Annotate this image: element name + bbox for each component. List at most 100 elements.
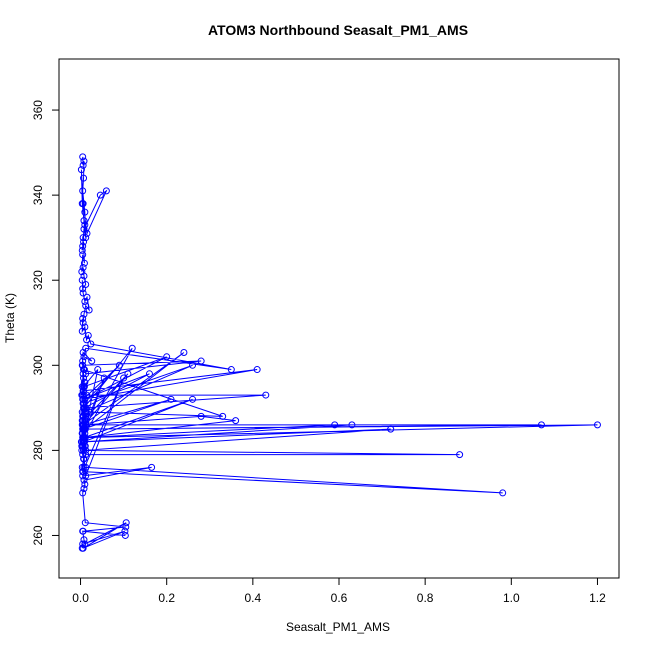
- data-point: [78, 246, 86, 254]
- data-point: [81, 208, 89, 216]
- data-point: [232, 417, 240, 425]
- data-point: [79, 349, 87, 357]
- data-point: [79, 425, 87, 433]
- data-point: [79, 251, 87, 259]
- data-point: [88, 357, 96, 365]
- y-tick-label: 260: [31, 525, 45, 545]
- x-tick-label: 1.0: [503, 591, 520, 605]
- data-point: [81, 323, 89, 331]
- y-tick-label: 360: [31, 100, 45, 120]
- data-point: [81, 221, 89, 229]
- data-point: [80, 353, 88, 361]
- data-point: [81, 480, 89, 488]
- data-point: [83, 336, 91, 344]
- data-point: [80, 536, 88, 544]
- data-point: [81, 429, 89, 437]
- data-point: [79, 527, 87, 535]
- data-point: [180, 349, 188, 357]
- data-point: [79, 242, 87, 250]
- data-point: [499, 489, 507, 497]
- y-tick-label: 280: [31, 440, 45, 460]
- x-tick-label: 0.2: [158, 591, 175, 605]
- data-point: [82, 451, 90, 459]
- data-point: [537, 421, 545, 429]
- data-point: [593, 421, 601, 429]
- data-point: [79, 357, 87, 365]
- data-point: [79, 289, 87, 297]
- data-point: [78, 544, 86, 552]
- data-point: [100, 374, 108, 382]
- series-layer: [77, 153, 601, 552]
- data-point: [82, 408, 90, 416]
- y-tick-label: 300: [31, 355, 45, 375]
- y-tick-label: 340: [31, 185, 45, 205]
- data-point: [79, 540, 87, 548]
- data-point: [80, 404, 88, 412]
- data-point: [81, 434, 89, 442]
- data-point: [121, 527, 129, 535]
- data-point: [122, 523, 130, 531]
- data-point: [148, 463, 156, 471]
- data-point: [80, 400, 88, 408]
- y-axis: 260 280 300 320 340 360: [31, 100, 59, 545]
- data-point: [82, 370, 90, 378]
- x-axis: 0.0 0.2 0.4 0.6 0.8 1.0 1.2: [72, 578, 606, 605]
- data-point: [124, 370, 132, 378]
- data-point: [331, 421, 339, 429]
- data-point: [80, 259, 88, 267]
- data-point: [81, 519, 89, 527]
- data-point: [79, 234, 87, 242]
- data-point: [79, 391, 87, 399]
- data-point: [83, 391, 91, 399]
- data-point: [121, 531, 129, 539]
- data-point: [80, 174, 88, 182]
- data-point: [80, 225, 88, 233]
- data-point: [80, 383, 88, 391]
- data-point: [78, 408, 86, 416]
- data-point: [80, 455, 88, 463]
- y-axis-label: Theta (K): [3, 293, 17, 343]
- data-point: [79, 319, 87, 327]
- data-point: [80, 310, 88, 318]
- data-point: [94, 366, 102, 374]
- data-point: [79, 387, 87, 395]
- data-point: [189, 395, 197, 403]
- data-point: [128, 344, 136, 352]
- y-tick-label: 320: [31, 270, 45, 290]
- data-point: [79, 370, 87, 378]
- data-point: [82, 302, 90, 310]
- x-tick-label: 0.6: [331, 591, 348, 605]
- data-point: [80, 446, 88, 454]
- data-point: [163, 353, 171, 361]
- data-point: [79, 285, 87, 293]
- data-point: [167, 395, 175, 403]
- data-point: [387, 425, 395, 433]
- data-point: [84, 332, 92, 340]
- data-point: [227, 366, 235, 374]
- data-point: [80, 476, 88, 484]
- data-point: [80, 438, 88, 446]
- data-point: [79, 315, 87, 322]
- data-point: [189, 361, 197, 369]
- data-point: [115, 361, 123, 369]
- data-point: [79, 263, 87, 271]
- data-point: [80, 374, 88, 382]
- data-point: [197, 412, 205, 420]
- data-point: [122, 519, 130, 527]
- data-point: [79, 153, 87, 161]
- data-point: [79, 187, 87, 195]
- x-tick-label: 0.8: [417, 591, 434, 605]
- data-point: [81, 442, 89, 450]
- x-tick-label: 0.0: [72, 591, 89, 605]
- data-point: [79, 200, 87, 208]
- data-point: [102, 187, 110, 195]
- data-point: [197, 357, 205, 365]
- data-point: [81, 378, 89, 386]
- data-point: [79, 395, 87, 403]
- data-point: [80, 157, 88, 165]
- data-point: [79, 472, 87, 480]
- data-point: [262, 391, 270, 399]
